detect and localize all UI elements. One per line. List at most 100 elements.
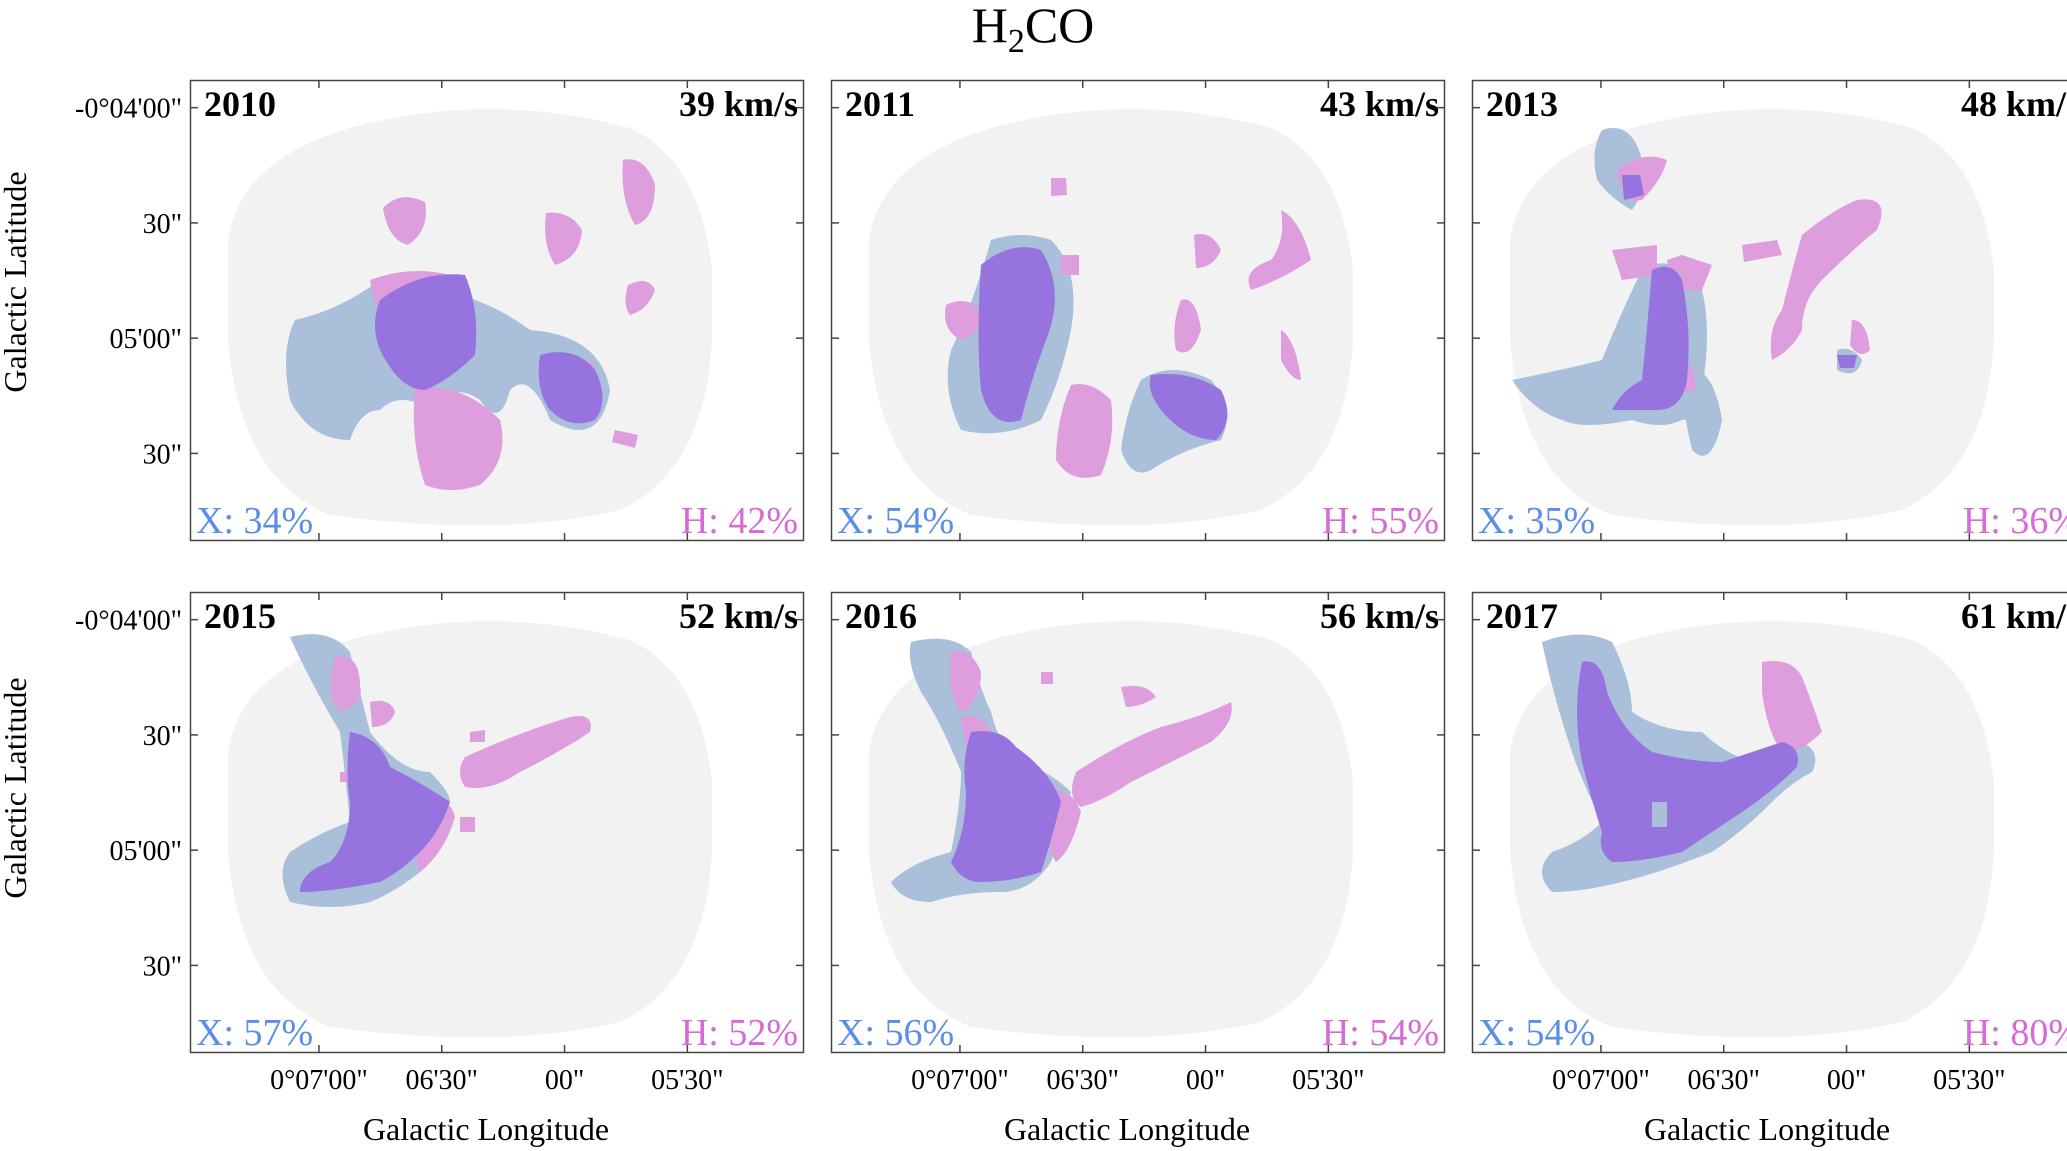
panel-year: 2017: [1486, 596, 1558, 636]
h2co-emission-region: [1742, 240, 1782, 262]
h2co-emission-region: [949, 651, 981, 712]
h2co-emission-region: [1612, 245, 1657, 280]
panel-2011: 2011 43 km/s X: 54% H: 55%: [830, 79, 1446, 542]
overlap-region: [300, 732, 450, 892]
panel-frame: [830, 591, 1446, 1054]
h2co-fraction-label: H: 55%: [1322, 500, 1439, 542]
x-ray-fraction-label: X: 56%: [837, 1012, 954, 1054]
panel-velocity: 61 km/s: [1961, 596, 2067, 636]
h2co-emission-region: [945, 301, 981, 340]
h2co-fraction-label: H: 36%: [1963, 500, 2067, 542]
panel-velocity: 56 km/s: [1320, 596, 1439, 636]
x-tick-label: 0°07'00": [1552, 1065, 1650, 1096]
x-tick-label: 00": [1186, 1065, 1225, 1096]
y-tick-label: -0°04'00": [75, 94, 182, 125]
y-tick-label: 30": [143, 721, 182, 752]
h2co-emission-region: [460, 716, 591, 788]
panel-year: 2016: [845, 596, 917, 636]
panels: -0°04'00" 30" 05'00" 30" 2010 39 km/s X: 34% H:…: [75, 79, 2067, 1096]
overlap-region: [538, 352, 603, 424]
title-main: H: [972, 0, 1008, 53]
h2co-fraction-label: H: 80%: [1963, 1012, 2067, 1054]
panel-2013: 2013 48 km/s X: 35% H: 36%: [1471, 79, 2067, 542]
figure-title: H2CO: [972, 0, 1095, 60]
y-axis-label-top: Galactic Latitude: [0, 171, 33, 392]
panel-velocity: 43 km/s: [1320, 84, 1439, 124]
survey-footprint: [1510, 109, 1994, 526]
panel-velocity: 52 km/s: [679, 596, 798, 636]
x-tick-label: 0°07'00": [911, 1065, 1009, 1096]
h2co-emission-region: [1762, 661, 1822, 752]
h2co-emission-region: [1121, 685, 1156, 707]
h2co-emission-region: [625, 281, 655, 315]
panel-2015: -0°04'00" 30" 05'00" 30" 0°07'00" 06'30" 00" 05…: [75, 591, 805, 1096]
panel-2016: 0°07'00" 06'30" 00" 05'30" 2016 56 km/s X: 56%…: [830, 591, 1446, 1096]
panel-frame: [189, 591, 805, 1054]
h2co-fraction-label: H: 54%: [1322, 1012, 1439, 1054]
h2co-emission-region: [1056, 384, 1113, 478]
h2co-emission-region: [1072, 702, 1232, 807]
x-tick-label: 00": [545, 1065, 584, 1096]
panel-frame: [830, 79, 1446, 542]
h2co-emission-region: [470, 730, 485, 742]
y-tick-label: 30": [143, 439, 182, 470]
x-tick-label: 05'30": [651, 1065, 723, 1096]
h2co-emission-region: [1041, 672, 1053, 684]
overlap-region: [1622, 175, 1644, 200]
panel-year: 2015: [204, 596, 276, 636]
panel-frame: [1471, 79, 2067, 542]
x-axis-label-left: Galactic Longitude: [363, 1111, 609, 1147]
x-ray-fraction-label: X: 54%: [837, 500, 954, 542]
panel-velocity: 39 km/s: [679, 84, 798, 124]
x-axis-label-middle: Galactic Longitude: [1004, 1111, 1250, 1147]
panel-year: 2013: [1486, 84, 1558, 124]
h2co-fraction-label: H: 52%: [681, 1012, 798, 1054]
h2co-emission-region: [413, 388, 503, 490]
y-tick-label: 30": [143, 209, 182, 240]
overlap-region: [1577, 661, 1798, 862]
h2co-emission-region: [370, 700, 395, 727]
h2co-emission-region: [1174, 299, 1201, 353]
map-area: [228, 621, 712, 1038]
h2co-emission-region: [612, 430, 638, 448]
x-ray-emission-region: [1652, 802, 1667, 827]
y-tick-label: 05'00": [110, 836, 182, 867]
panel-frame: [1471, 591, 2067, 1054]
y-tick-label: -0°04'00": [75, 606, 182, 637]
panel-year: 2010: [204, 84, 276, 124]
survey-footprint: [869, 109, 1353, 526]
panel-year: 2011: [845, 84, 915, 124]
map-area: [1510, 621, 1994, 1038]
x-tick-label: 05'30": [1292, 1065, 1364, 1096]
h2co-emission-region: [1248, 210, 1311, 290]
h2co-fraction-label: H: 42%: [681, 500, 798, 542]
h2co-emission-region: [545, 212, 582, 265]
x-tick-label: 0°07'00": [270, 1065, 368, 1096]
map-area: [228, 109, 712, 526]
overlap-region: [1149, 374, 1228, 440]
h2co-emission-region: [340, 772, 350, 782]
overlap-region: [1612, 266, 1689, 410]
overlap-region: [951, 731, 1061, 882]
x-ray-fraction-label: X: 34%: [196, 500, 313, 542]
y-tick-label: 30": [143, 951, 182, 982]
title-tail: CO: [1025, 0, 1094, 53]
x-ray-fraction-label: X: 35%: [1478, 500, 1595, 542]
map-area: [869, 109, 1353, 526]
panel-2017: 0°07'00" 06'30" 00" 05'30" 2017 61 km/s X: 54%…: [1471, 591, 2067, 1096]
x-tick-label: 05'30": [1933, 1065, 2005, 1096]
h2co-emission-region: [331, 656, 361, 712]
h2co-emission-region: [460, 817, 475, 832]
x-tick-label: 06'30": [1687, 1065, 1759, 1096]
x-tick-label: 06'30": [405, 1065, 477, 1096]
panel-velocity: 48 km/s: [1961, 84, 2067, 124]
h2co-emission-region: [1194, 234, 1221, 268]
panel-frame: [189, 79, 805, 542]
map-area: [869, 621, 1353, 1038]
y-tick-label: 05'00": [110, 324, 182, 355]
h2co-emission-region: [1061, 255, 1079, 275]
map-area: [1510, 109, 1994, 526]
x-tick-label: 00": [1827, 1065, 1866, 1096]
x-ray-fraction-label: X: 54%: [1478, 1012, 1595, 1054]
